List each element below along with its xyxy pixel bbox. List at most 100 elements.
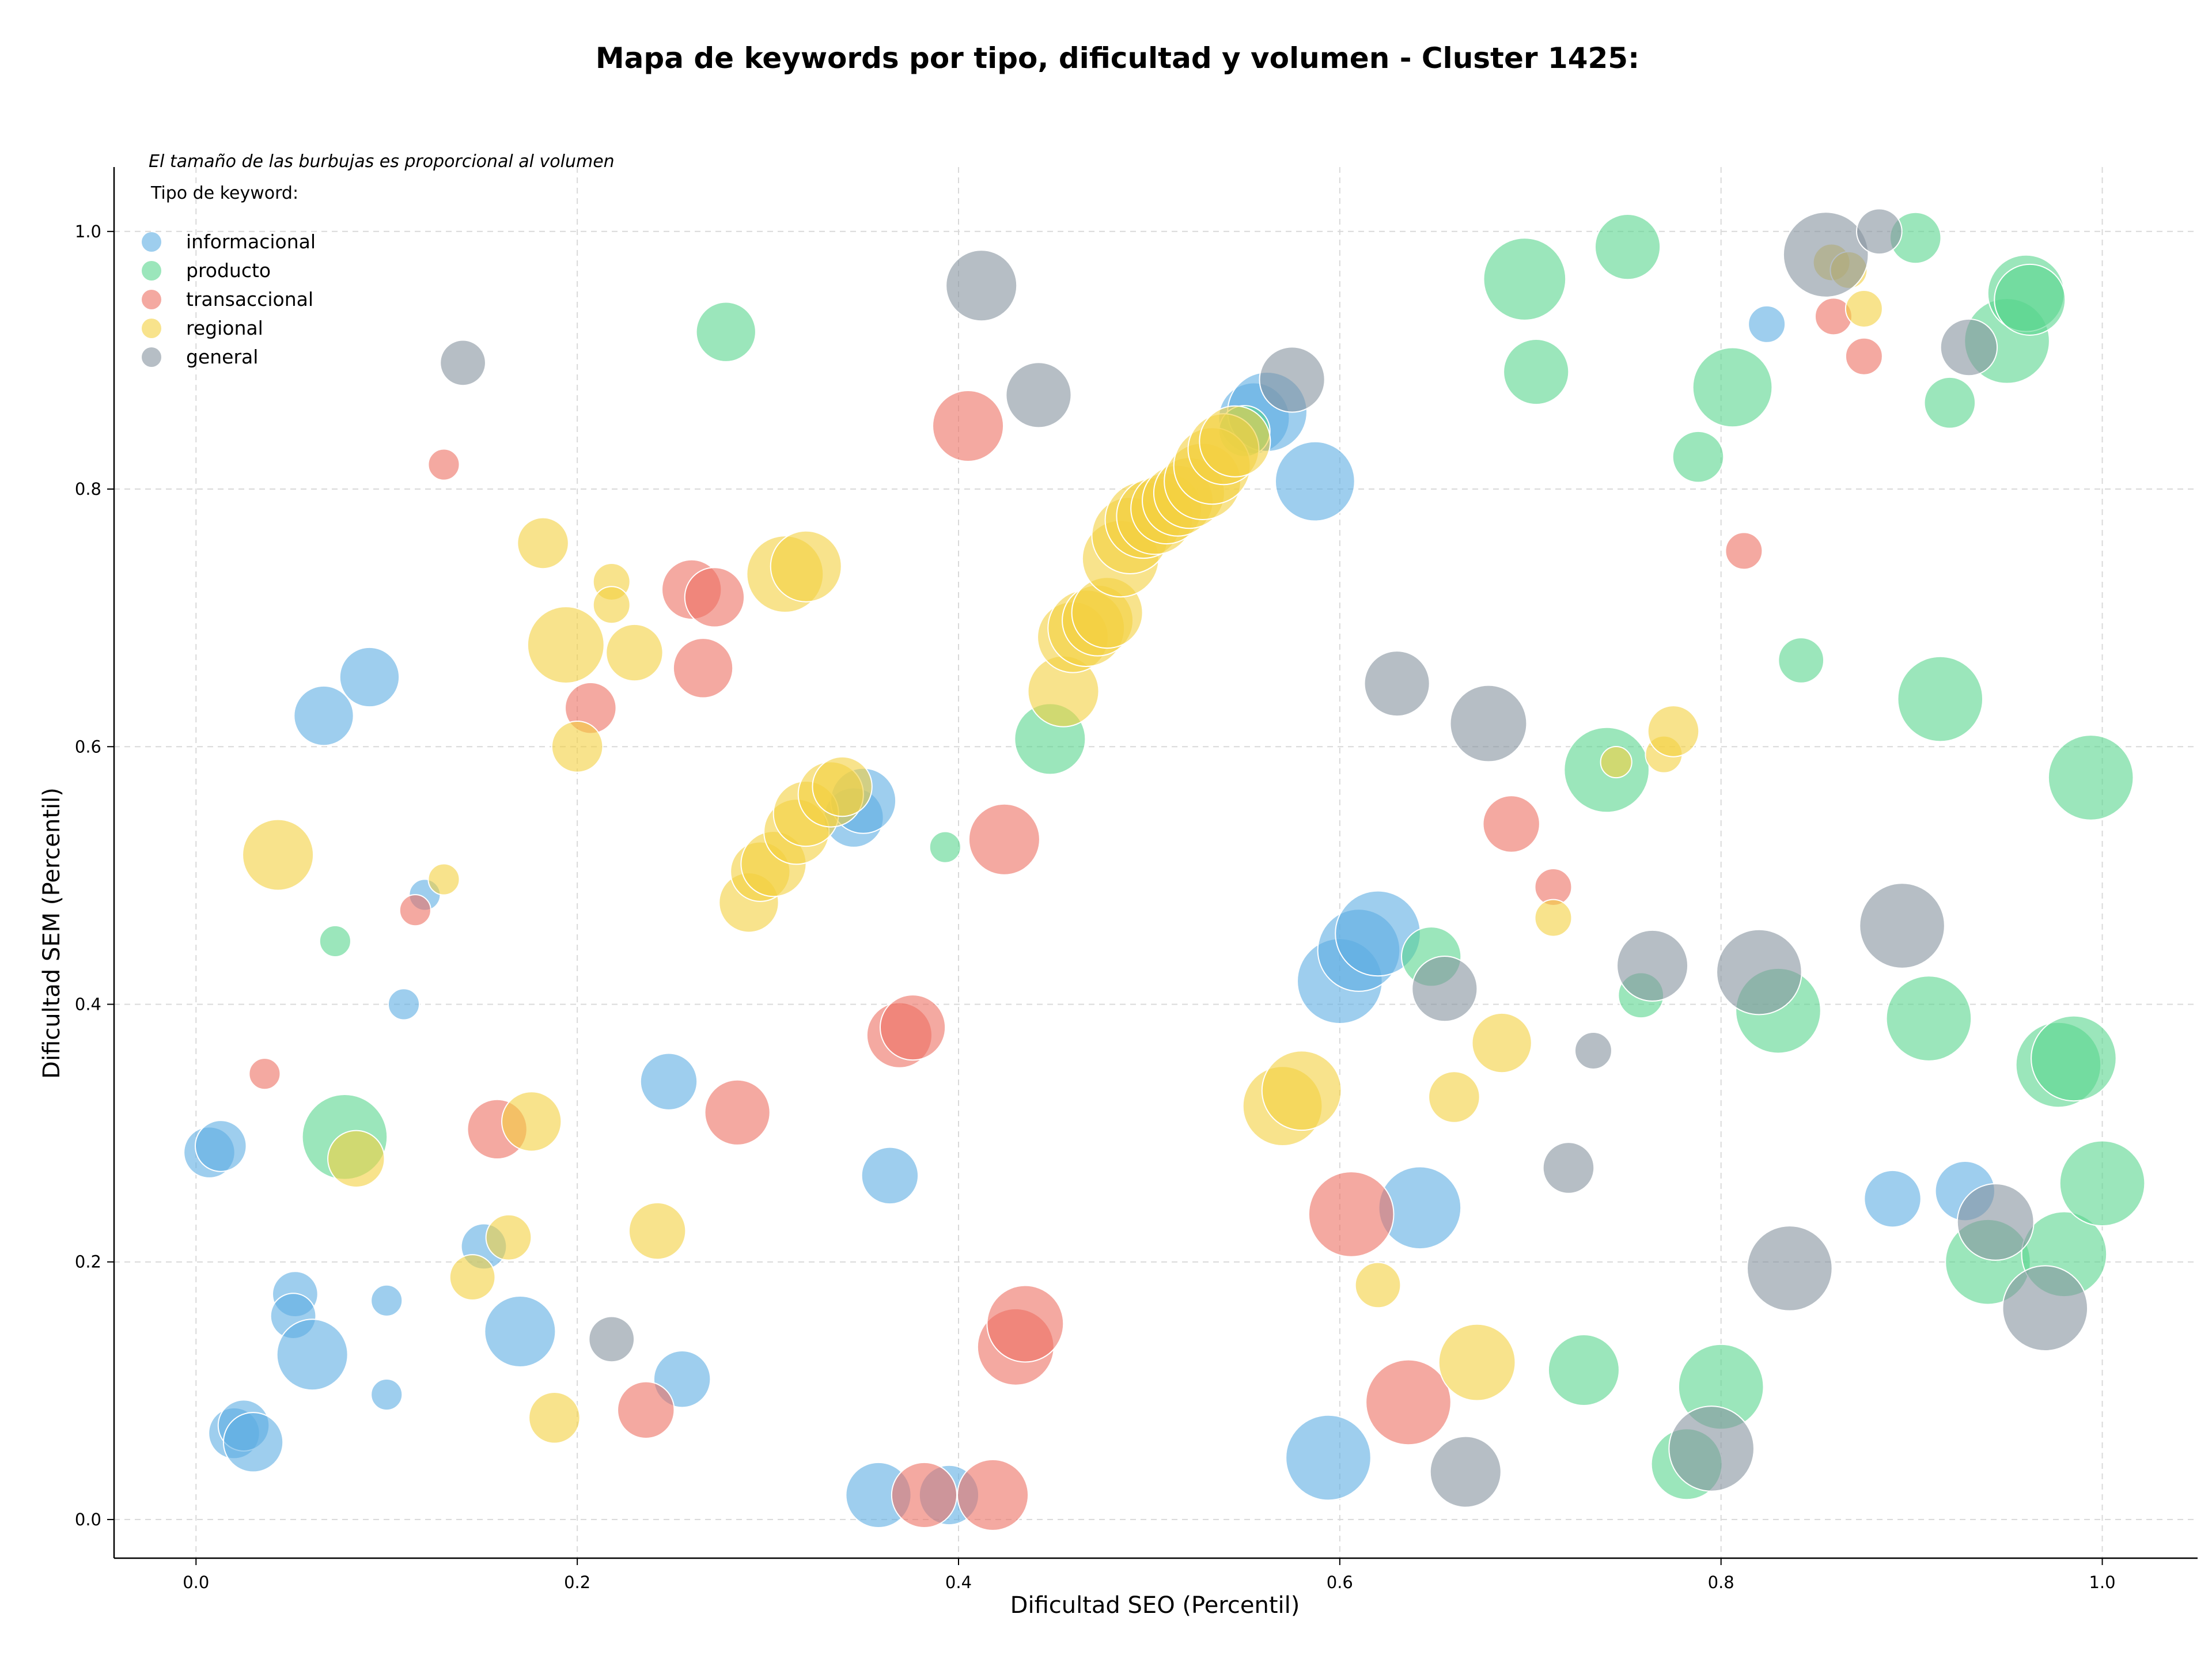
bubble-general (1449, 684, 1528, 763)
bubble-transaccional (1365, 1359, 1452, 1446)
bubble-transaccional (932, 389, 1005, 462)
bubble-informacional (484, 1295, 556, 1367)
legend-title: Tipo de keyword: (150, 183, 298, 203)
bubble-general (1716, 929, 1802, 1016)
bubble-informacional (1274, 441, 1355, 522)
bubble-transaccional (248, 1058, 281, 1090)
legend-label-general: general (186, 346, 258, 368)
bubble-general (1429, 1435, 1502, 1508)
bubble-regional (1199, 405, 1271, 478)
y-axis-label: Dificultad SEM (Percentil) (39, 787, 65, 1079)
bubble-regional (1844, 289, 1883, 328)
bubble-regional (242, 819, 315, 891)
bubble-general (1855, 208, 1903, 255)
y-tick-label: 1.0 (75, 222, 101, 241)
bubble-informacional (1748, 305, 1786, 343)
bubble-regional (1261, 1050, 1342, 1131)
bubble-producto (319, 925, 351, 957)
bubble-transaccional (891, 1461, 958, 1529)
bubble-regional (527, 606, 605, 684)
bubble-transaccional (684, 567, 745, 628)
bubble-informacional (1285, 1414, 1372, 1501)
bubble-transaccional (957, 1459, 1029, 1531)
bubble-producto (2059, 1140, 2146, 1227)
bubble-regional (1354, 1262, 1402, 1309)
bubble-regional (501, 1091, 562, 1152)
legend-label-transaccional: transaccional (186, 288, 313, 310)
bubble-producto (1503, 338, 1570, 406)
bubble-producto (1672, 430, 1725, 483)
x-tick-label: 0.8 (1708, 1573, 1734, 1592)
y-tick-label: 0.6 (75, 737, 101, 756)
bubble-producto (1692, 347, 1773, 428)
y-tick-label: 0.0 (75, 1510, 101, 1529)
bubble-general (1940, 318, 1998, 377)
bubble-transaccional (427, 448, 460, 481)
bubble-general (1259, 346, 1325, 413)
bubble-transaccional (1308, 1171, 1395, 1257)
bubble-informacional (370, 1378, 403, 1411)
bubble-regional (1428, 1071, 1480, 1123)
bubble-general (1363, 650, 1430, 717)
bubble-regional (1471, 1012, 1532, 1074)
bubble-transaccional (1844, 337, 1883, 376)
bubble-producto (695, 301, 756, 362)
bubble-general (588, 1316, 635, 1363)
bubble-regional (449, 1254, 496, 1301)
bubble-regional (770, 530, 842, 603)
legend-label-producto: producto (186, 259, 271, 282)
legend-label-regional: regional (186, 317, 263, 339)
bubble-regional (528, 1391, 581, 1444)
bubble-transaccional (1482, 795, 1540, 853)
bubble-general (1411, 956, 1478, 1022)
legend-marker-producto (142, 261, 161, 281)
bubble-general (440, 339, 486, 387)
x-tick-label: 1.0 (2089, 1573, 2115, 1592)
legend-marker-regional (142, 319, 161, 338)
bubble-regional (427, 863, 460, 896)
bubble-transaccional (968, 803, 1040, 876)
bubble-general (1005, 362, 1072, 429)
bubble-informacional (293, 685, 354, 747)
y-tick-label: 0.4 (75, 994, 101, 1014)
tick-labels: 0.0 0.2 0.4 0.6 0.8 1.0 0.0 0.2 0.4 0.6 0.8 1.0 (75, 222, 2116, 1592)
series-general (440, 208, 2089, 1508)
bubble-regional (605, 623, 664, 682)
bubble-producto (2031, 1015, 2117, 1102)
bubble-producto (1594, 214, 1661, 281)
bubble-informacional (1863, 1169, 1922, 1228)
bubble-general (2002, 1265, 2089, 1351)
bubble-regional (1438, 1323, 1516, 1401)
bubble-general (1616, 929, 1689, 1002)
bubble-producto (1483, 237, 1567, 321)
bubble-producto (1778, 637, 1825, 684)
bubble-transaccional (879, 994, 946, 1061)
bubble-regional (551, 720, 604, 773)
bubble-producto (929, 831, 961, 863)
bubble-informacional (222, 1412, 284, 1473)
x-tick-label: 0.0 (183, 1573, 209, 1592)
x-tick-label: 0.2 (564, 1573, 590, 1592)
bubble-regional (485, 1214, 532, 1261)
bubble-general (1859, 882, 1945, 969)
chart-title: Mapa de keywords por tipo, dificultad y … (596, 41, 1639, 75)
bubbles (183, 208, 2146, 1531)
grid-lines (114, 167, 2198, 1558)
bubble-transaccional (1725, 532, 1763, 570)
bubble-regional (517, 517, 569, 570)
bubble-transaccional (986, 1285, 1065, 1363)
legend-label-informacional: informacional (186, 230, 316, 253)
bubble-producto (2047, 734, 2134, 821)
bubble-transaccional (672, 638, 734, 699)
bubble-general (1542, 1142, 1595, 1194)
legend-marker-transaccional (142, 290, 161, 309)
bubble-transaccional (399, 894, 431, 927)
series-regional (242, 243, 1883, 1444)
legend-marker-general (142, 347, 161, 367)
bubble-informacional (370, 1284, 403, 1317)
bubble-producto (1994, 263, 2066, 336)
legend: informacional producto transaccional region… (142, 230, 316, 368)
bubble-regional (812, 756, 873, 817)
bubble-general (1747, 1225, 1833, 1312)
